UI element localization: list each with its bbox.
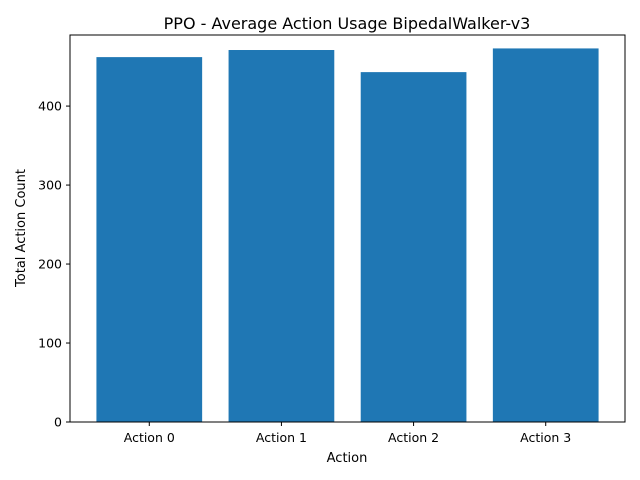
x-tick-label-3: Action 3 [520, 430, 571, 445]
x-tick-label-1: Action 1 [256, 430, 307, 445]
y-tick-label-4: 400 [38, 99, 62, 114]
plot-frame [69, 34, 626, 423]
bar-1 [228, 50, 335, 422]
x-tick-label-0: Action 0 [124, 430, 175, 445]
bar-0 [96, 57, 203, 422]
y-tick-label-3: 300 [38, 178, 62, 193]
y-tick-label-1: 100 [38, 336, 62, 351]
y-axis-label: Total Action Count [14, 169, 29, 288]
bar-2 [360, 72, 467, 422]
x-axis-label: Action [327, 451, 368, 466]
bars-group [96, 48, 599, 423]
y-tick-label-0: 0 [54, 415, 62, 430]
x-axis-ticks: Action 0 Action 1 Action 2 Action 3 [124, 422, 571, 445]
x-tick-label-2: Action 2 [388, 430, 439, 445]
bar-3 [492, 48, 599, 423]
chart-title: PPO - Average Action Usage BipedalWalker… [164, 14, 531, 33]
y-tick-label-2: 200 [38, 257, 62, 272]
y-axis-ticks: 0 100 200 300 400 [38, 99, 70, 430]
